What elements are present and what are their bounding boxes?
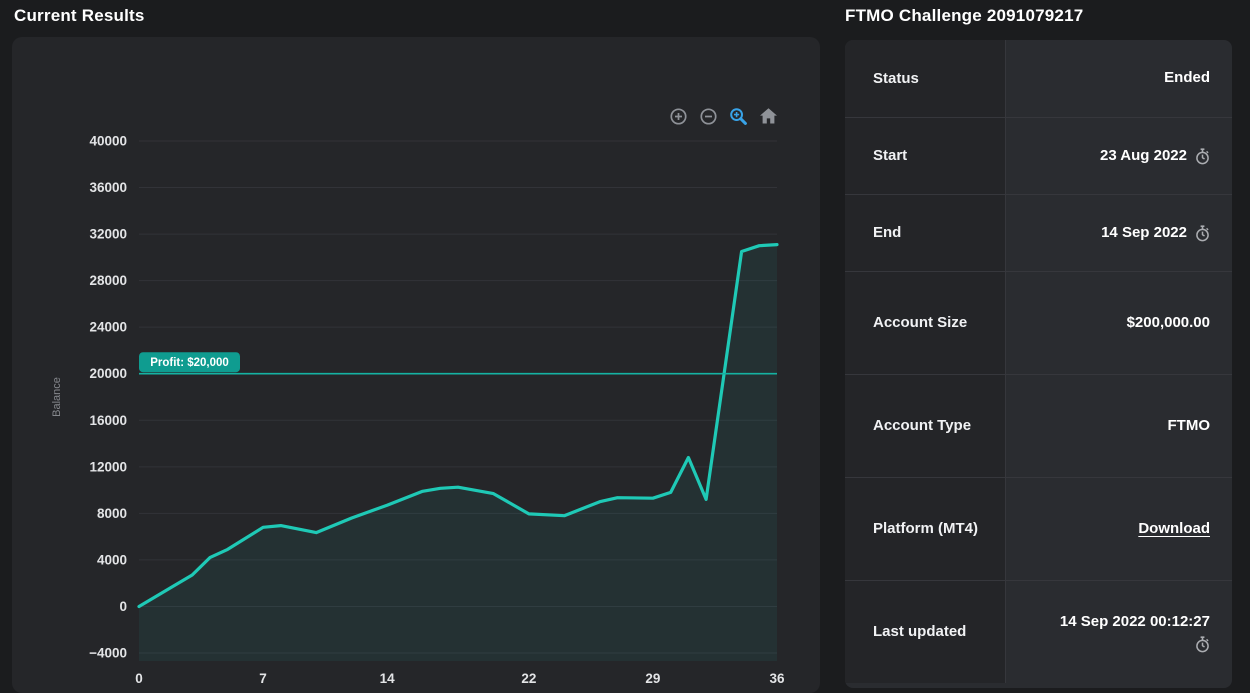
info-row-label: Platform (MT4) <box>845 478 1006 580</box>
info-row-value: 23 Aug 2022 <box>1006 118 1232 194</box>
zoom-in-button[interactable] <box>669 107 688 126</box>
info-row-value-text: 14 Sep 2022 00:12:27 <box>1059 613 1210 631</box>
profit-target-label: Profit: $20,000 <box>150 357 229 369</box>
zoom-out-icon <box>700 108 717 125</box>
download-link[interactable]: Download <box>1138 519 1210 537</box>
info-row-value-text: 14 Sep 2022 <box>1101 223 1187 241</box>
stopwatch-icon <box>1196 147 1209 164</box>
x-tick-label: 14 <box>380 671 396 686</box>
info-row: End 14 Sep 2022 <box>845 194 1232 271</box>
info-row: Start 23 Aug 2022 <box>845 117 1232 194</box>
icon-line <box>1016 636 1210 653</box>
y-tick-label: 32000 <box>89 227 127 242</box>
y-tick-label: 40000 <box>89 134 127 149</box>
info-row-value-text: FTMO <box>1167 416 1211 434</box>
info-row-value: Ended <box>1006 40 1232 117</box>
info-row: Status Ended <box>845 40 1232 117</box>
box-zoom-button[interactable] <box>729 107 748 126</box>
chart-card: 40000 36000 32000 28000 24000 20000 16000 12000… <box>12 37 820 693</box>
y-tick-label: 8000 <box>97 506 127 521</box>
info-row-label: Account Type <box>845 375 1006 477</box>
zoom-in-icon <box>670 108 687 125</box>
zoom-out-button[interactable] <box>699 107 718 126</box>
y-tick-label: 4000 <box>97 552 127 567</box>
y-tick-label: 12000 <box>89 459 127 474</box>
stopwatch-icon <box>1196 636 1209 653</box>
y-axis-title: Balance <box>51 377 63 417</box>
info-row-value: 14 Sep 2022 <box>1006 195 1232 271</box>
info-row: Last updated 14 Sep 2022 00:12:27 <box>845 580 1232 683</box>
y-tick-label: 28000 <box>89 273 127 288</box>
info-row-value-text: $200,000.00 <box>1126 313 1210 331</box>
y-tick-label: −4000 <box>89 646 127 661</box>
stopwatch-icon <box>1196 224 1209 241</box>
chart-modebar <box>669 107 778 126</box>
x-tick-label: 0 <box>135 671 143 686</box>
x-tick-label: 29 <box>645 671 660 686</box>
info-row-value: $200,000.00 <box>1006 272 1232 374</box>
y-tick-label: 20000 <box>89 366 127 381</box>
current-results-title: Current Results <box>14 6 145 25</box>
x-tick-label: 22 <box>521 671 536 686</box>
info-row-value: 14 Sep 2022 00:12:27 <box>1006 581 1232 683</box>
y-tick-label: 36000 <box>89 180 127 195</box>
info-row-label: Last updated <box>845 581 1006 683</box>
info-row: Platform (MT4) Download <box>845 477 1232 580</box>
profit-target-badge <box>139 352 240 373</box>
info-row-label: End <box>845 195 1006 271</box>
balance-chart[interactable]: 4000036000320002800024000200001600012000… <box>12 37 820 693</box>
info-row: Account Type FTMO <box>845 374 1232 477</box>
y-tick-label: 0 <box>119 599 127 614</box>
x-tick-label: 36 <box>769 671 785 686</box>
challenge-info-card: Status Ended Start 23 Aug 2022 End 14 Se… <box>845 40 1232 688</box>
info-row-value-text: 23 Aug 2022 <box>1100 146 1187 164</box>
info-row-label: Account Size <box>845 272 1006 374</box>
info-row-label: Status <box>845 40 1006 117</box>
info-row-value-text: Ended <box>1164 69 1210 87</box>
home-icon <box>760 108 777 124</box>
y-tick-label: 16000 <box>89 413 127 428</box>
info-row-value: FTMO <box>1006 375 1232 477</box>
balance-area-fill <box>139 244 777 661</box>
y-tick-label: 24000 <box>89 320 127 335</box>
info-row-value: Download <box>1006 478 1232 580</box>
x-tick-label: 7 <box>259 671 267 686</box>
info-row-label: Start <box>845 118 1006 194</box>
balance-line <box>137 243 779 609</box>
info-row: Account Size $200,000.00 <box>845 271 1232 374</box>
reset-axes-button[interactable] <box>759 107 778 126</box>
magnifier-icon <box>730 108 747 125</box>
challenge-title: FTMO Challenge 2091079217 <box>845 6 1084 25</box>
